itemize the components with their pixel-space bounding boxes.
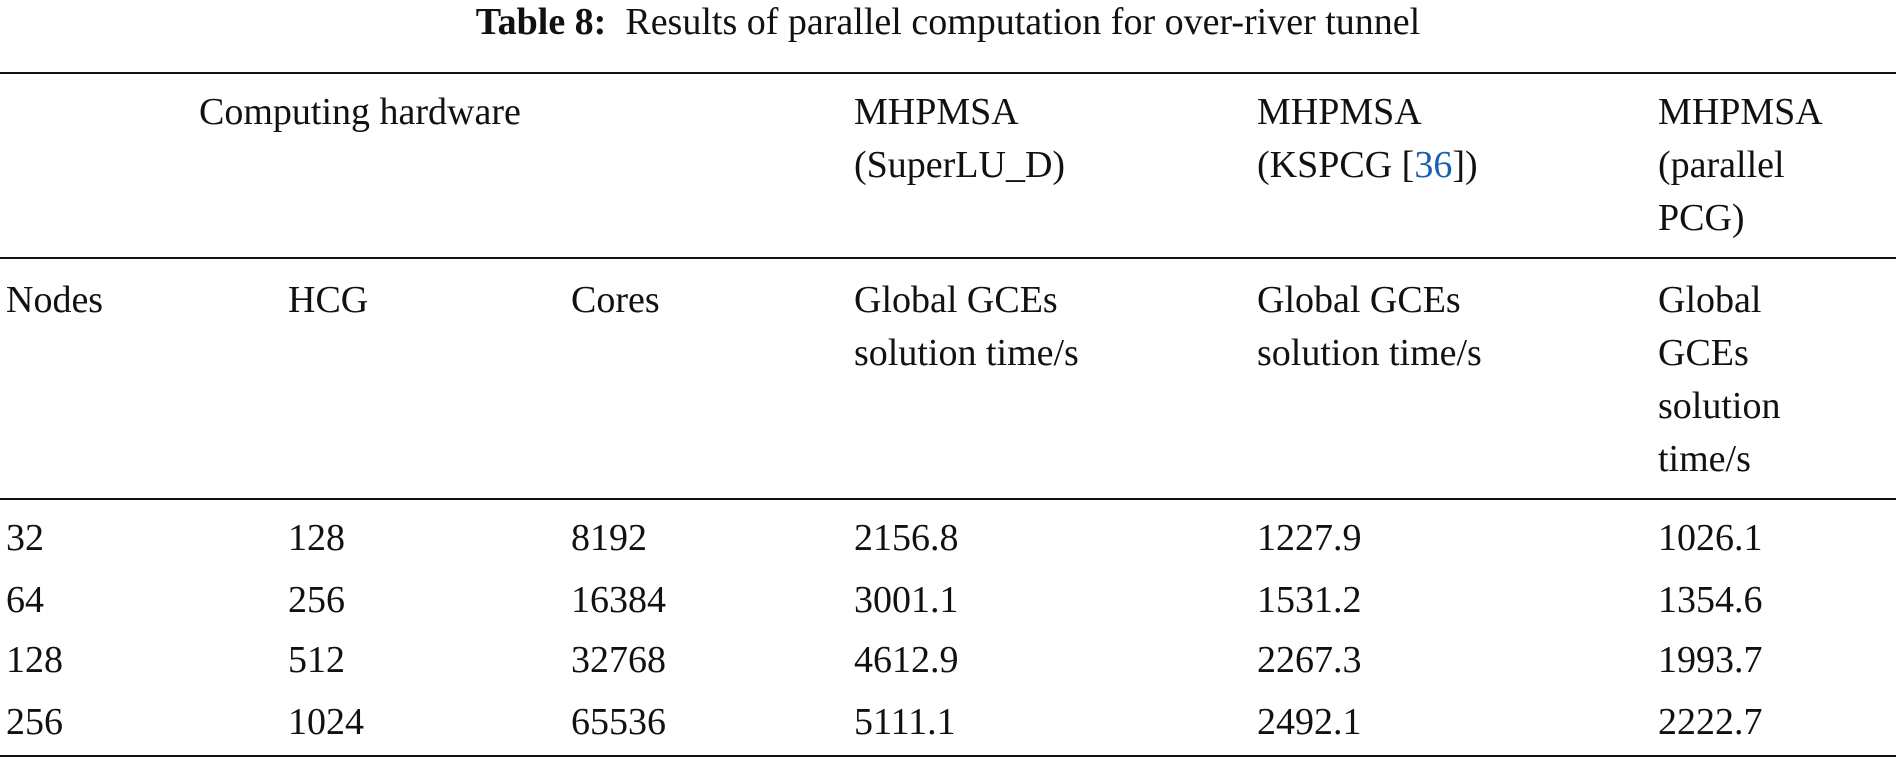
method-header-line: (SuperLU_D) [854,144,1066,186]
bottom-rule [0,755,1896,757]
ref-prefix: (KSPCG [ [1257,144,1415,186]
cell: 4612.9 [854,639,959,681]
cell: 1531.2 [1257,579,1362,621]
ref-suffix: ]) [1452,144,1478,186]
table-caption: Table 8: Results of parallel computation… [0,0,1896,49]
method-header-line: (KSPCG [36]) [1257,139,1478,192]
top-rule [0,72,1896,74]
cell: 2492.1 [1257,701,1362,743]
cell: 2156.8 [854,517,959,559]
column-header: GCEs [1658,332,1749,374]
column-header: Global [1658,279,1762,321]
cell: 1026.1 [1658,517,1763,559]
header-rule [0,257,1896,259]
column-header: Global GCEs [1257,279,1461,321]
caption-text: Results of parallel computation for over… [625,1,1421,43]
column-header: Cores [571,279,660,321]
column-header: solution [1658,385,1781,427]
cell: 512 [288,639,345,681]
column-header: solution time/s [1257,332,1482,374]
column-header: HCG [288,279,369,321]
column-header: solution time/s [854,332,1079,374]
group-header: Computing hardware [199,91,521,133]
method-header-line: PCG) [1658,197,1745,239]
caption-label: Table 8: [475,1,607,43]
cell: 32768 [571,639,666,681]
cell: 65536 [571,701,666,743]
cell: 256 [6,701,63,743]
citation-ref[interactable]: 36 [1414,144,1453,186]
mid-rule [0,498,1896,500]
cell: 8192 [571,517,647,559]
cell: 5111.1 [854,701,956,743]
cell: 16384 [571,579,666,621]
method-header-line: (parallel [1658,144,1785,186]
cell: 32 [6,517,44,559]
cell: 64 [6,579,44,621]
cell: 3001.1 [854,579,959,621]
column-header: Global GCEs [854,279,1058,321]
cell: 128 [288,517,345,559]
column-header: time/s [1658,438,1751,480]
cell: 128 [6,639,63,681]
method-header-line: MHPMSA [1257,91,1422,133]
cell: 1993.7 [1658,639,1763,681]
cell: 1354.6 [1658,579,1763,621]
cell: 1227.9 [1257,517,1362,559]
column-header: Nodes [6,279,104,321]
method-header-line: MHPMSA [854,91,1019,133]
cell: 2222.7 [1658,701,1763,743]
method-header-line: MHPMSA [1658,91,1823,133]
cell: 256 [288,579,345,621]
cell: 1024 [288,701,364,743]
cell: 2267.3 [1257,639,1362,681]
